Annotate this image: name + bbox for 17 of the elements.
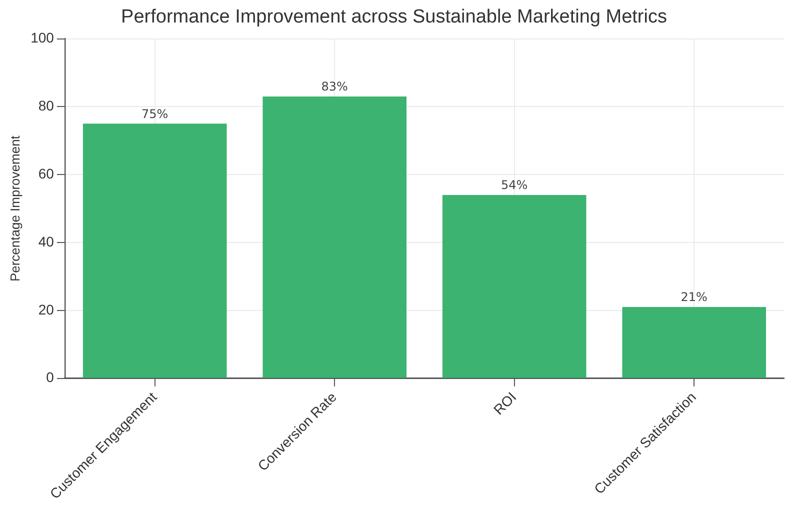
y-tick-label: 40 xyxy=(38,233,54,250)
y-tick-label: 80 xyxy=(38,98,54,114)
y-axis-title: Percentage Improvement xyxy=(7,135,22,282)
y-tick-label: 60 xyxy=(38,165,54,182)
y-tick-label: 0 xyxy=(46,369,54,386)
y-tick-label: 100 xyxy=(30,30,54,46)
chart-title: Performance Improvement across Sustainable Marketing Metrics xyxy=(121,6,667,28)
x-tick-label: ROI xyxy=(490,388,520,418)
bar xyxy=(442,194,586,378)
bar xyxy=(82,124,227,378)
data-label: 21% xyxy=(680,290,708,304)
y-tick-label: 20 xyxy=(38,301,54,318)
bar xyxy=(262,96,407,378)
bar xyxy=(622,307,766,378)
data-label: 54% xyxy=(501,178,528,192)
data-label: 83% xyxy=(321,80,348,94)
data-label: 75% xyxy=(142,106,168,121)
